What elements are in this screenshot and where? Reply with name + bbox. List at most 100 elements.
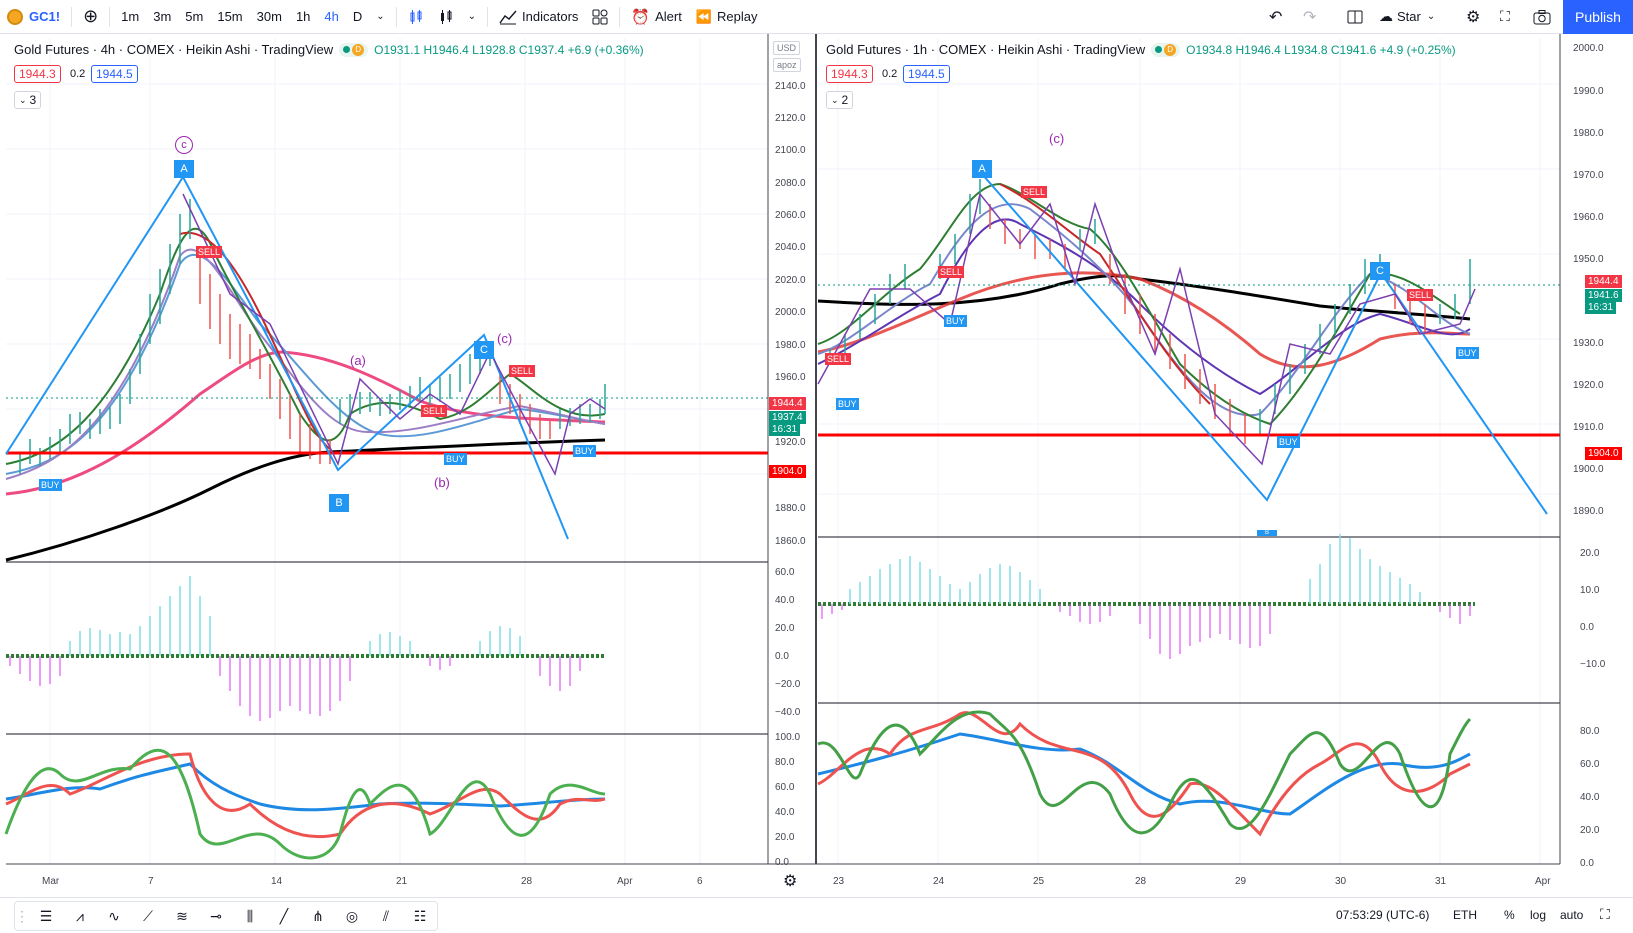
- buy-signal[interactable]: BUY: [39, 479, 62, 491]
- market-open-dot-icon: [343, 46, 351, 53]
- interval-dropdown-chevron-icon[interactable]: ⌄: [376, 11, 385, 22]
- wave-b-paren-label[interactable]: (b): [434, 475, 450, 490]
- right-wave-abc[interactable]: [981, 173, 1548, 515]
- buy-signal[interactable]: BUY: [944, 315, 967, 327]
- wave-c-circle-label[interactable]: c: [175, 136, 193, 154]
- wave-b-marker[interactable]: B: [1257, 530, 1277, 536]
- drawing-toolbar: ⋮ ☰ ⩘ ∿ ⟋ ≋ ⊸ ⫼ ╱ ⋔ ◎ ⫽ ☷: [14, 901, 438, 931]
- indicators-button[interactable]: Indicators: [492, 0, 585, 34]
- left-wave-abc[interactable]: [5, 175, 569, 540]
- sell-signal[interactable]: SELL: [938, 266, 965, 278]
- interval-4h[interactable]: 4h: [324, 9, 339, 24]
- horizontal-ray-icon[interactable]: ⊸: [210, 907, 222, 924]
- right-stoch-pane[interactable]: [817, 710, 1472, 837]
- log-scale-button[interactable]: log: [1530, 908, 1547, 922]
- chart-type-candles-icon[interactable]: [401, 0, 431, 34]
- session-button[interactable]: ETH: [1453, 908, 1477, 922]
- axis-tick: 2040.0: [775, 242, 806, 253]
- percent-scale-button[interactable]: %: [1504, 908, 1515, 922]
- camera-snapshot-icon[interactable]: [1526, 0, 1558, 34]
- wave-a-paren-label[interactable]: (a): [350, 353, 366, 368]
- buy-signal[interactable]: BUY: [1456, 347, 1479, 359]
- scale-settings-gear-icon[interactable]: ⚙: [783, 873, 798, 890]
- interval-d[interactable]: D: [352, 9, 363, 24]
- interval-30m[interactable]: 30m: [256, 9, 282, 24]
- buy-signal[interactable]: BUY: [1277, 436, 1300, 448]
- right-status-badge[interactable]: D: [1151, 42, 1181, 57]
- divider: [619, 6, 621, 27]
- spiral-icon[interactable]: ◎: [345, 907, 359, 924]
- sell-signal[interactable]: SELL: [825, 353, 852, 365]
- sell-signal[interactable]: SELL: [196, 246, 223, 258]
- pitchfork-icon[interactable]: ⋔: [312, 907, 324, 924]
- wave-c-marker[interactable]: C: [1370, 262, 1390, 280]
- undo-icon[interactable]: ↶: [1269, 8, 1283, 26]
- right-momentum-pane[interactable]: [818, 534, 1475, 659]
- interval-1h[interactable]: 1h: [295, 9, 311, 24]
- interval-15m[interactable]: 15m: [217, 9, 243, 24]
- sell-signal[interactable]: SELL: [509, 365, 536, 377]
- wave-a-marker[interactable]: A: [174, 160, 194, 178]
- charts-canvas[interactable]: [0, 34, 1633, 897]
- wave-c-paren-label[interactable]: (c): [497, 331, 513, 346]
- wave-c-marker[interactable]: C: [474, 341, 494, 359]
- right-ask-price[interactable]: 1944.5: [903, 65, 950, 83]
- right-zigzag[interactable]: [817, 192, 1476, 466]
- trend-line-icon[interactable]: ⟋: [143, 907, 153, 924]
- fib-channel-icon[interactable]: ≋: [176, 907, 188, 924]
- wave-c-paren-label[interactable]: (c): [1049, 131, 1065, 146]
- buy-signal[interactable]: BUY: [836, 398, 859, 410]
- interval-1m[interactable]: 1m: [121, 9, 140, 24]
- elliott-wave-icon[interactable]: ∿: [108, 907, 120, 924]
- fullscreen-bottom-icon[interactable]: ⛶: [1600, 906, 1610, 922]
- drag-handle-icon[interactable]: ⋮: [15, 907, 29, 924]
- publish-button[interactable]: Publish: [1563, 0, 1633, 34]
- time-tick: Mar: [42, 876, 60, 887]
- left-currency-select[interactable]: USD: [773, 41, 801, 55]
- indicator-bars-icon[interactable]: ⫼: [246, 907, 254, 924]
- settings-sliders-icon[interactable]: ☷: [413, 907, 427, 924]
- right-indicators-collapse-button[interactable]: ⌄ 2: [826, 91, 854, 109]
- fullscreen-icon[interactable]: ⛶: [1500, 8, 1510, 24]
- left-zigzag[interactable]: [182, 193, 606, 477]
- time-tick: 30: [1335, 876, 1347, 887]
- parallel-channel-icon[interactable]: ⫽: [382, 907, 390, 924]
- chart-type-chevron-icon[interactable]: ⌄: [467, 11, 477, 22]
- left-stoch-pane[interactable]: [4, 748, 606, 860]
- left-bid-price[interactable]: 1944.3: [14, 65, 61, 83]
- buy-signal[interactable]: BUY: [573, 445, 596, 457]
- sell-signal[interactable]: SELL: [421, 405, 448, 417]
- redo-icon[interactable]: ↷: [1303, 8, 1317, 26]
- line-tool-icon[interactable]: ╱: [279, 907, 289, 924]
- left-price-pane[interactable]: [5, 175, 768, 562]
- sell-signal[interactable]: SELL: [1021, 186, 1048, 198]
- save-layout-button[interactable]: ☁ Star ⌄: [1372, 0, 1442, 34]
- left-status-badge[interactable]: D: [339, 42, 369, 57]
- sell-signal[interactable]: SELL: [1407, 289, 1434, 301]
- interval-5m[interactable]: 5m: [185, 9, 204, 24]
- clock-time[interactable]: 07:53:29 (UTC-6): [1336, 908, 1430, 922]
- templates-grid-icon[interactable]: [585, 0, 615, 34]
- left-momentum-pane[interactable]: [6, 576, 605, 721]
- right-candles: [829, 179, 1471, 444]
- compare-add-icon[interactable]: ⊕: [83, 6, 99, 26]
- interval-3m[interactable]: 3m: [153, 9, 172, 24]
- wave-b-marker[interactable]: B: [329, 494, 349, 512]
- left-indicators-collapse-button[interactable]: ⌄ 3: [14, 91, 42, 109]
- chart-type-bars-icon[interactable]: [431, 0, 461, 34]
- abcd-pattern-icon[interactable]: ⩘: [76, 907, 84, 924]
- menu-lines-icon[interactable]: ☰: [39, 907, 53, 924]
- auto-scale-button[interactable]: auto: [1560, 908, 1584, 922]
- right-bid-price[interactable]: 1944.3: [826, 65, 873, 83]
- layout-icon[interactable]: [1340, 0, 1370, 34]
- settings-gear-icon[interactable]: ⚙: [1466, 8, 1481, 26]
- replay-button[interactable]: ⏪ Replay: [689, 0, 765, 34]
- alert-button[interactable]: ⏰ Alert: [624, 0, 688, 34]
- axis-tick: 2080.0: [775, 178, 806, 189]
- wave-a-marker[interactable]: A: [972, 160, 992, 178]
- right-price-pane[interactable]: [817, 173, 1560, 515]
- buy-signal[interactable]: BUY: [444, 453, 467, 465]
- left-scale-mode-select[interactable]: apoz: [773, 58, 801, 72]
- symbol-search-button[interactable]: GC1!: [0, 0, 67, 34]
- left-ask-price[interactable]: 1944.5: [91, 65, 138, 83]
